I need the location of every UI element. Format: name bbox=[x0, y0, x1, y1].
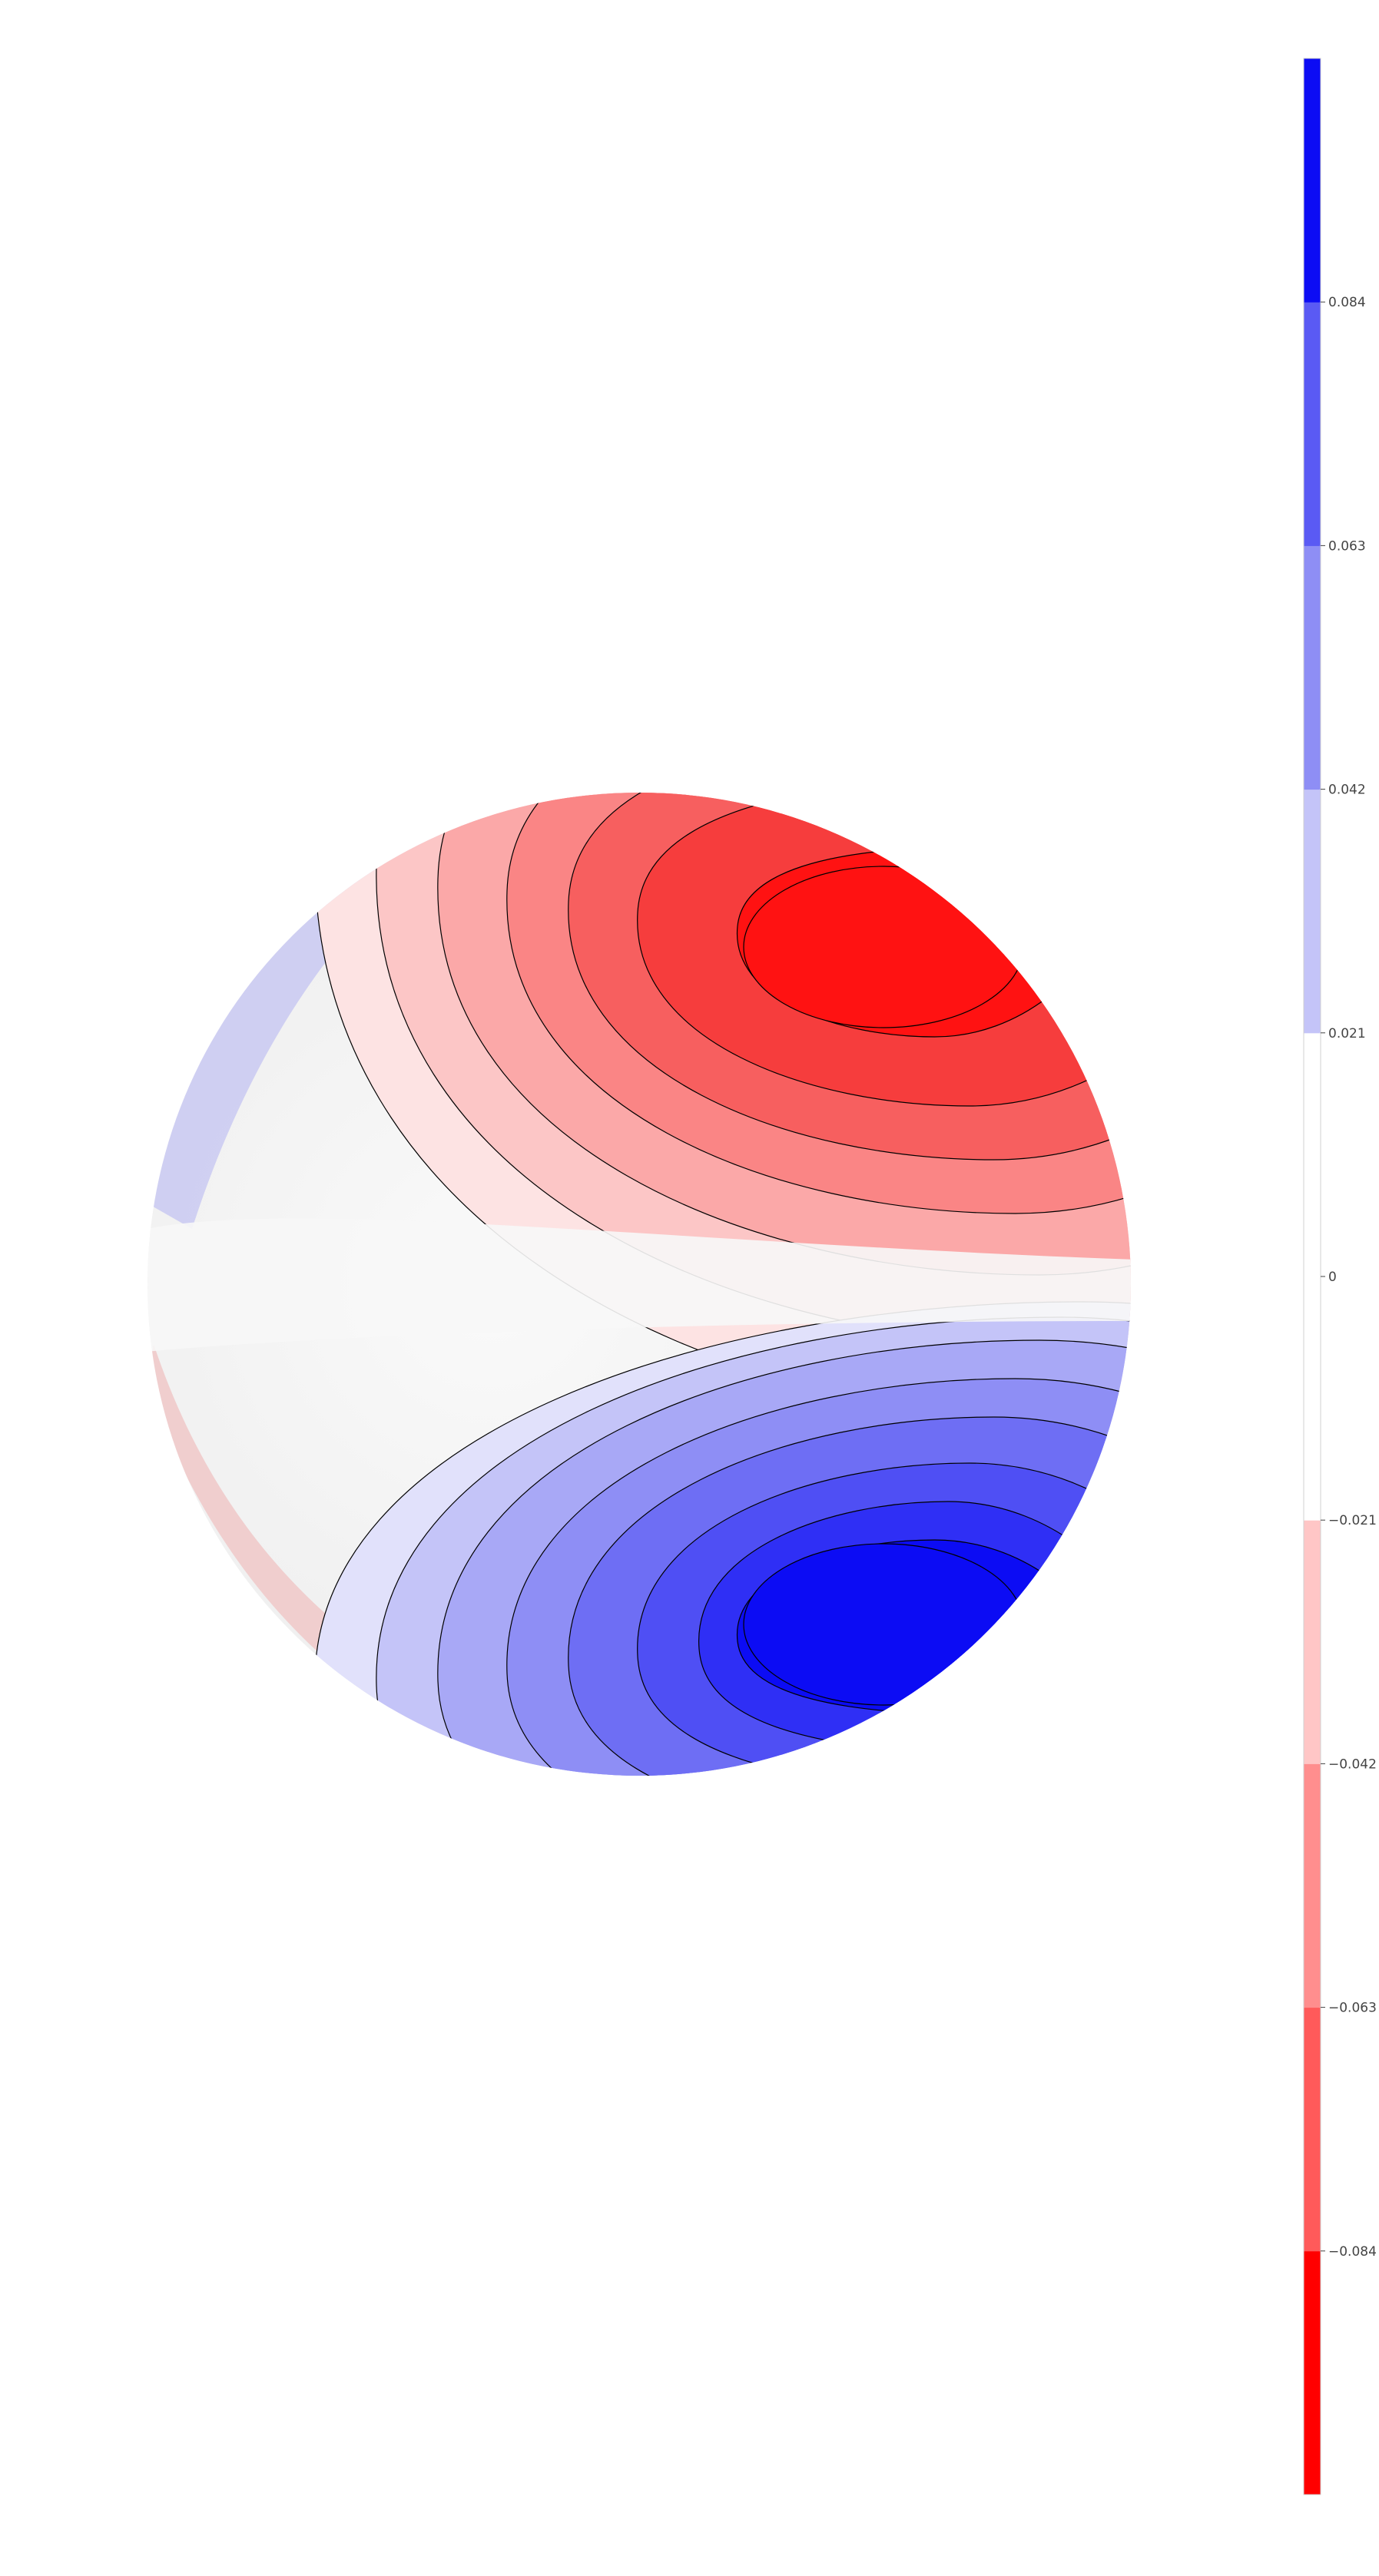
contour-line bbox=[506, 1378, 1131, 1776]
colorbar-tick-label: 0.063 bbox=[1328, 538, 1366, 554]
colorbar-tick-label: 0.021 bbox=[1328, 1026, 1366, 1041]
neutral-band bbox=[148, 1218, 1131, 1352]
colorbar-block bbox=[1304, 1520, 1321, 1764]
colorbar-block bbox=[1304, 1763, 1321, 2008]
colorbar-tick-label: 0.084 bbox=[1328, 295, 1366, 310]
colorbar-block bbox=[1304, 58, 1321, 303]
sphere-contour-plot bbox=[148, 793, 1131, 1776]
contour-line bbox=[568, 793, 1131, 1161]
colorbar-block bbox=[1304, 302, 1321, 546]
contour-line bbox=[376, 793, 1131, 1345]
colorbar-tick-label: −0.021 bbox=[1328, 1513, 1377, 1528]
contour-line bbox=[314, 1301, 1131, 1776]
contour-line bbox=[314, 793, 1131, 1422]
rim-band-blue bbox=[148, 814, 492, 1229]
contour-line bbox=[637, 793, 1131, 1107]
contour-line bbox=[506, 793, 1131, 1214]
contour-line bbox=[437, 1339, 1131, 1776]
colorbar-block bbox=[1304, 1032, 1321, 1521]
colorbar-block bbox=[1304, 2007, 1321, 2252]
negative-extremum bbox=[744, 866, 1023, 1028]
contour-line bbox=[568, 1416, 1131, 1776]
colorbar-block bbox=[1304, 2250, 1321, 2495]
colorbar: −0.084 −0.063 −0.042 −0.021 0 0.021 0.042 0.063… bbox=[1303, 58, 1377, 2495]
contour-line bbox=[637, 1462, 1131, 1776]
colorbar-tick-label: −0.084 bbox=[1328, 2244, 1377, 2260]
contour-line bbox=[437, 793, 1131, 1276]
colorbar-block bbox=[1304, 789, 1321, 1034]
colorbar-tick-label: −0.042 bbox=[1328, 1757, 1377, 1772]
contour-line bbox=[376, 1316, 1131, 1776]
colorbar-tick-label: 0.042 bbox=[1328, 783, 1366, 798]
colorbar-block bbox=[1304, 545, 1321, 790]
colorbar-tick-label: −0.063 bbox=[1328, 2001, 1377, 2016]
positive-extremum bbox=[744, 1544, 1023, 1705]
colorbar-tick-label: 0 bbox=[1328, 1270, 1337, 1285]
